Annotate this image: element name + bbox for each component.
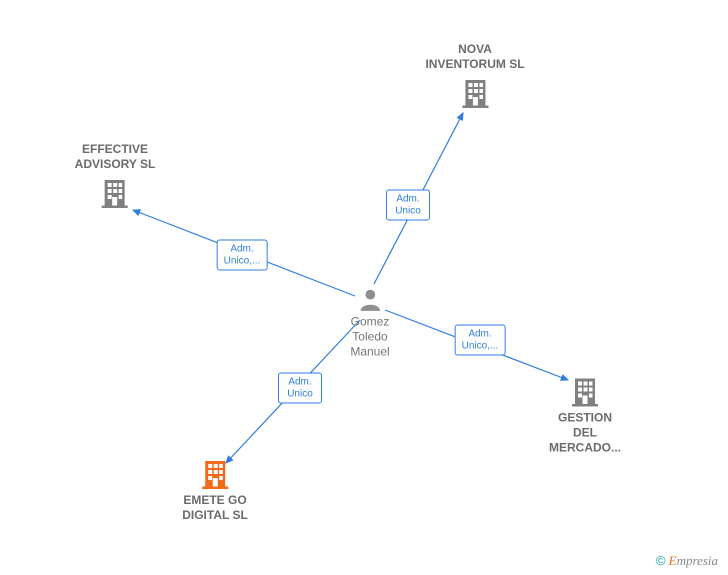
building-icon: [182, 457, 248, 489]
company-label: NOVA INVENTORUM SL: [425, 42, 524, 72]
company-label: EMETE GO DIGITAL SL: [182, 493, 248, 523]
edge-label: Adm. Unico: [278, 373, 322, 404]
building-icon: [549, 375, 621, 407]
company-node-effective[interactable]: EFFECTIVE ADVISORY SL: [75, 142, 156, 208]
diagram-canvas: Gomez Toledo Manuel NOVA INVENTORUM SL EF…: [0, 0, 728, 575]
edge-label: Adm. Unico: [386, 190, 430, 221]
company-node-emete[interactable]: EMETE GO DIGITAL SL: [182, 457, 248, 523]
watermark: ©Empresia: [656, 553, 718, 569]
building-icon: [425, 76, 524, 108]
building-icon: [75, 176, 156, 208]
edge-label: Adm. Unico,...: [217, 240, 268, 271]
edge-label: Adm. Unico,...: [455, 325, 506, 356]
company-node-nova[interactable]: NOVA INVENTORUM SL: [425, 42, 524, 108]
person-label: Gomez Toledo Manuel: [350, 315, 389, 360]
company-node-gestion[interactable]: GESTION DEL MERCADO...: [549, 375, 621, 456]
brand-name: Empresia: [669, 553, 718, 568]
company-label: EFFECTIVE ADVISORY SL: [75, 142, 156, 172]
company-label: GESTION DEL MERCADO...: [549, 411, 621, 456]
person-icon: [350, 287, 389, 313]
copyright-symbol: ©: [656, 553, 666, 568]
person-node[interactable]: Gomez Toledo Manuel: [350, 287, 389, 360]
